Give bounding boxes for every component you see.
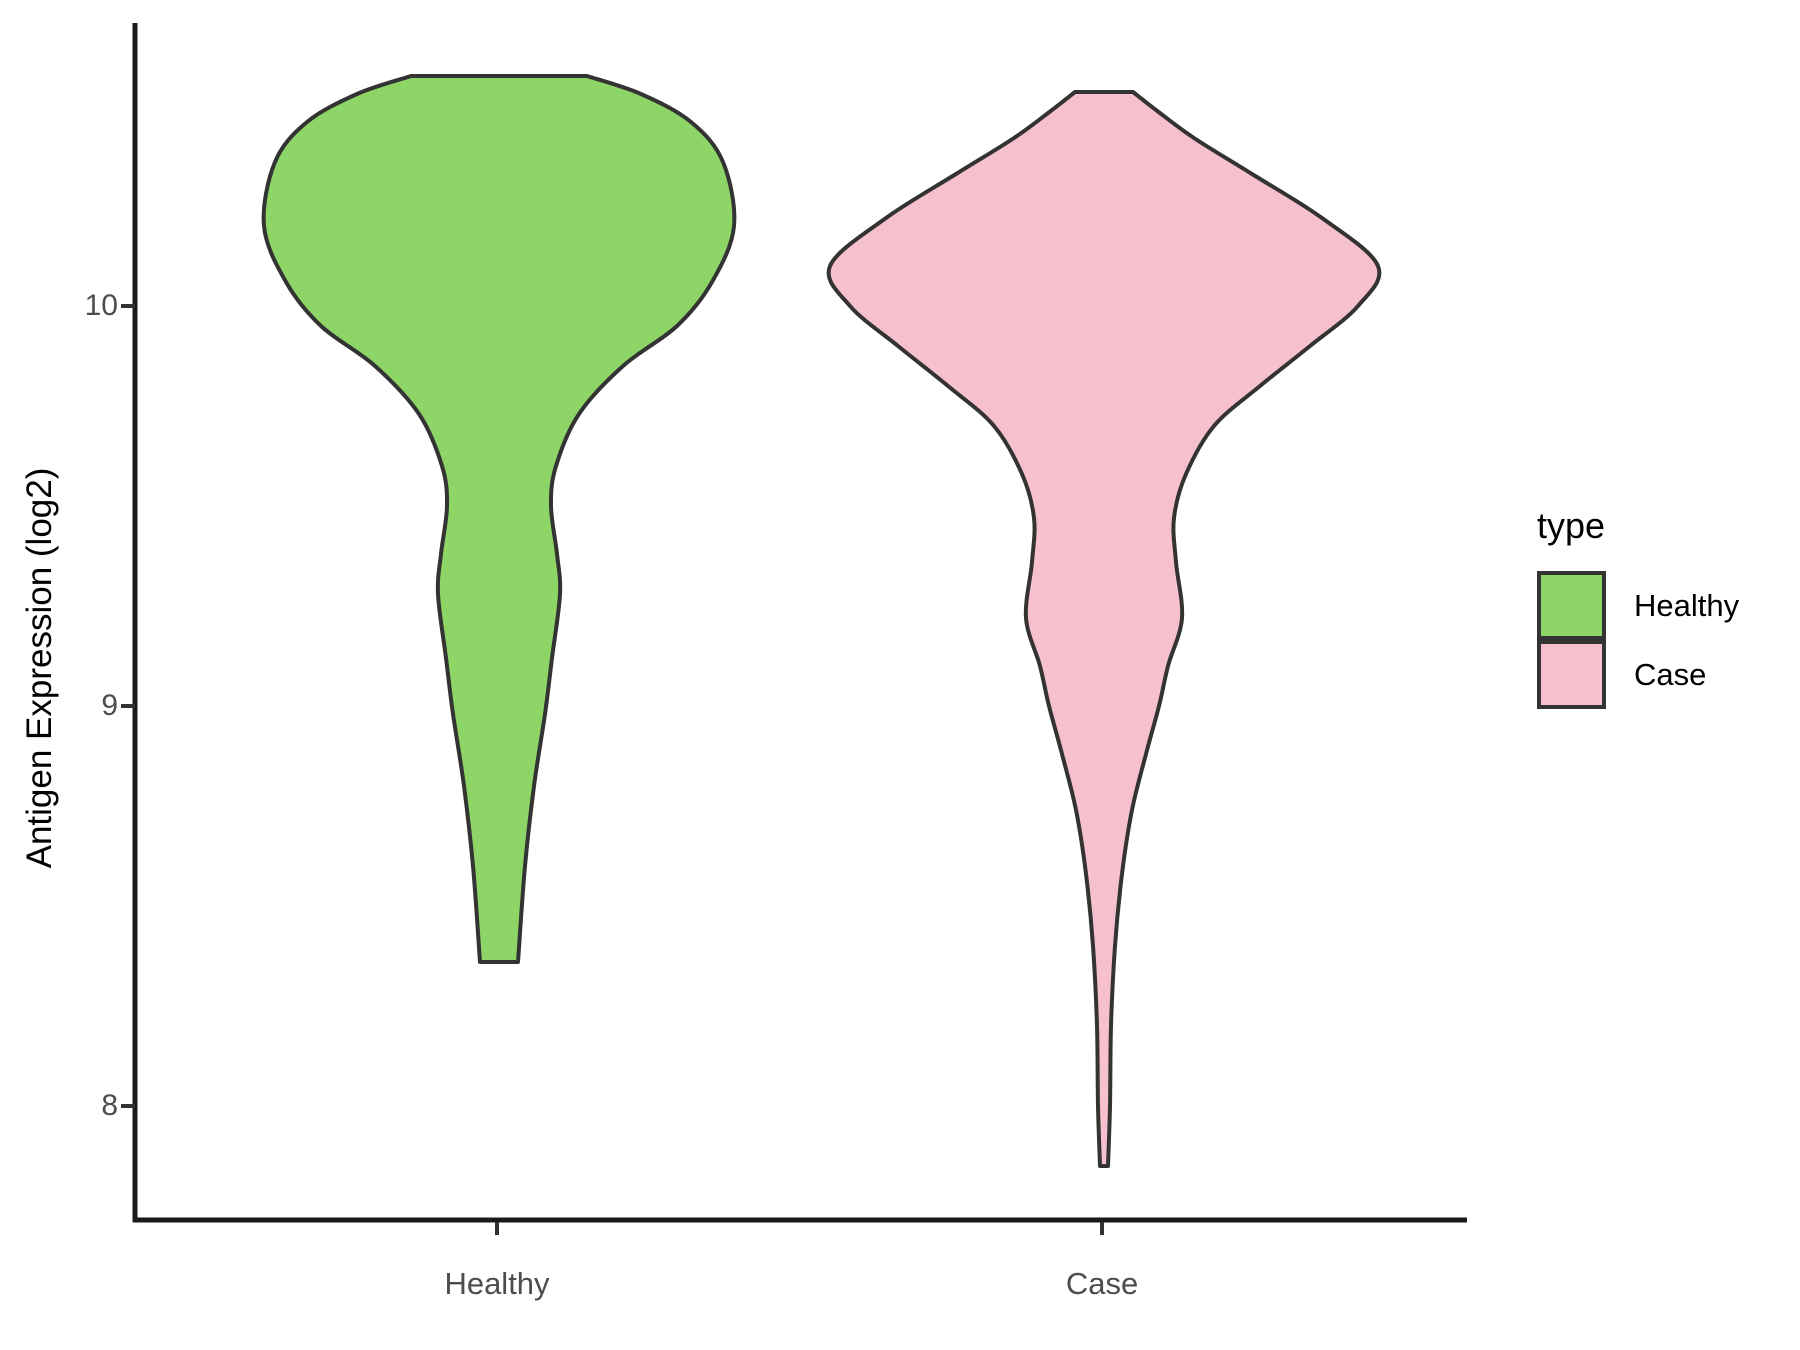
y-tick-label: 10 [84, 289, 118, 322]
axis-layer [121, 23, 1467, 1235]
legend: type Healthy Case [1537, 505, 1739, 709]
y-tick-label: 8 [101, 1089, 118, 1122]
legend-label-case: Case [1634, 656, 1707, 692]
legend-title: type [1537, 505, 1606, 546]
violin-layer [261, 74, 1382, 1168]
x-tick-label-case: Case [1065, 1266, 1139, 1301]
legend-item-healthy: Healthy [1537, 571, 1739, 640]
y-axis-title: Antigen Expression (log2) [20, 467, 59, 869]
legend-swatch-healthy [1537, 571, 1606, 640]
legend-swatch-case [1537, 640, 1606, 709]
y-tick-label: 9 [101, 689, 118, 722]
legend-item-case: Case [1537, 640, 1739, 709]
legend-label-healthy: Healthy [1634, 587, 1740, 623]
violin-case [826, 90, 1382, 1168]
x-tick-label-healthy: Healthy [444, 1266, 550, 1301]
violin-healthy [261, 74, 737, 964]
